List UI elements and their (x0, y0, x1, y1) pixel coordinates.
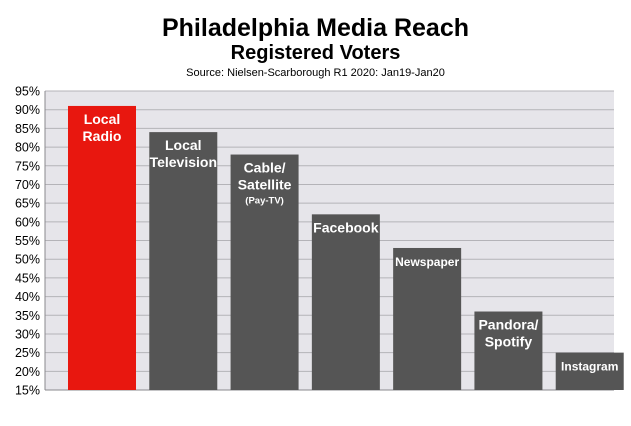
bar-sublabel: (Pay-TV) (245, 196, 284, 207)
y-tick-label: 80% (15, 141, 40, 155)
y-tick-label: 35% (15, 309, 40, 323)
bar-label: Instagram (561, 360, 618, 374)
chart-title: Philadelphia Media Reach (161, 14, 470, 42)
bar-label: Newspaper (395, 255, 459, 269)
y-tick-label: 45% (15, 271, 40, 285)
y-tick-label: 20% (15, 365, 40, 379)
bar-label: Satellite (238, 177, 292, 193)
y-tick-label: 85% (15, 122, 40, 136)
y-tick-label: 30% (15, 327, 40, 341)
bar (555, 352, 624, 390)
y-tick-label: 70% (15, 178, 40, 192)
bar-label: Pandora/ (478, 317, 538, 333)
bar-label: Spotify (485, 334, 533, 350)
bar-label: Television (150, 154, 217, 170)
bar (149, 132, 218, 391)
y-tick-label: 40% (15, 290, 40, 304)
bar (474, 311, 543, 390)
bar (393, 247, 462, 390)
y-tick-label: 75% (15, 159, 40, 173)
y-tick-label: 25% (15, 346, 40, 360)
y-tick-label: 60% (15, 215, 40, 229)
y-tick-label: 90% (15, 103, 40, 117)
bar (230, 154, 299, 390)
y-tick-label: 55% (15, 234, 40, 248)
bar (68, 105, 136, 390)
y-tick-label: 65% (15, 197, 40, 211)
chart-subtitle: Registered Voters (230, 42, 401, 64)
bar (311, 214, 380, 390)
y-tick-label: 95% (15, 85, 40, 99)
bar-label: Facebook (313, 219, 379, 235)
bar-label: Local (165, 137, 202, 153)
bar-label: Radio (83, 128, 122, 144)
bar-label: Local (84, 111, 121, 127)
bar-label: Cable/ (244, 160, 286, 176)
chart-source: Source: Nielsen-Scarborough R1 2020: Jan… (186, 67, 445, 79)
y-tick-label: 15% (15, 384, 40, 398)
y-tick-label: 50% (15, 253, 40, 267)
